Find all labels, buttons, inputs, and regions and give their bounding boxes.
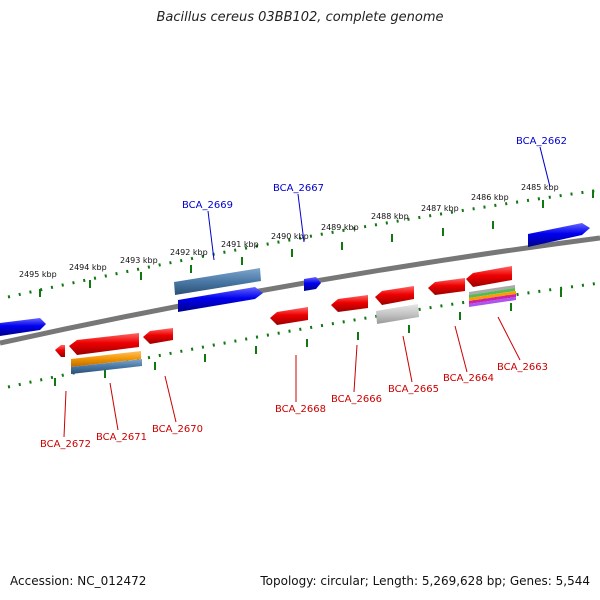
feature-bar-gray[interactable] <box>376 304 419 324</box>
gene-label-bca-2669[interactable]: BCA_2669 <box>182 200 233 211</box>
reverse-gene-labels: BCA_2672 BCA_2671 BCA_2670 BCA_2668 BCA_… <box>40 362 548 450</box>
gene-arrow-left-edge[interactable] <box>0 318 46 336</box>
gene-label-bca-2663[interactable]: BCA_2663 <box>497 362 548 373</box>
scale-label: 2492 kbp <box>170 248 208 257</box>
scale-label: 2495 kbp <box>19 270 57 279</box>
gene-label-bca-2664[interactable]: BCA_2664 <box>443 373 494 384</box>
map-title: Bacillus cereus 03BB102, complete genome <box>156 10 444 25</box>
scale-label: 2486 kbp <box>471 193 509 202</box>
scale-label: 2485 kbp <box>521 183 559 192</box>
feature-bar-steel[interactable] <box>71 359 142 374</box>
scale-label: 2488 kbp <box>371 212 409 221</box>
gene-arrow-bca-2668[interactable] <box>270 307 308 325</box>
accession-text: Accession: NC_012472 <box>10 574 147 588</box>
genome-summary-text: Topology: circular; Length: 5,269,628 bp… <box>260 574 590 588</box>
gene-arrow-bca-2664[interactable] <box>428 278 465 295</box>
gene-label-bca-2668[interactable]: BCA_2668 <box>275 404 326 415</box>
gene-label-bca-2671[interactable]: BCA_2671 <box>96 432 147 443</box>
gene-label-bca-2666[interactable]: BCA_2666 <box>331 394 382 405</box>
label-leaders <box>63 146 551 438</box>
scale-label: 2490 kbp <box>271 232 309 241</box>
upper-major-ticks <box>39 190 594 297</box>
feature-bar-forward[interactable] <box>174 268 261 295</box>
gene-arrow-bca-2666[interactable] <box>331 295 368 312</box>
gene-label-bca-2665[interactable]: BCA_2665 <box>388 384 439 395</box>
scale-labels: 2495 kbp 2494 kbp 2493 kbp 2492 kbp 2491… <box>19 183 559 279</box>
gene-arrow-bca-2665[interactable] <box>375 286 414 305</box>
scale-label: 2489 kbp <box>321 223 359 232</box>
reverse-feature-bars <box>71 285 516 374</box>
scale-label: 2493 kbp <box>120 256 158 265</box>
scale-label: 2487 kbp <box>421 204 459 213</box>
scale-label: 2491 kbp <box>221 240 259 249</box>
genome-backbone <box>0 235 600 346</box>
forward-gene-labels: BCA_2669 BCA_2667 BCA_2662 <box>182 136 567 211</box>
scale-label: 2494 kbp <box>69 263 107 272</box>
gene-arrow-bca-2671[interactable] <box>69 333 139 355</box>
feature-bar-orange[interactable] <box>71 351 141 367</box>
gene-label-bca-2667[interactable]: BCA_2667 <box>273 183 324 194</box>
gene-label-bca-2662[interactable]: BCA_2662 <box>516 136 567 147</box>
forward-genes <box>0 223 590 336</box>
gene-arrow-bca-2667[interactable] <box>304 277 321 291</box>
upper-tick-track <box>7 188 600 299</box>
gene-arrow-bca-2663[interactable] <box>466 266 512 287</box>
gene-arrow-bca-2662[interactable] <box>528 223 590 247</box>
gene-label-bca-2672[interactable]: BCA_2672 <box>40 439 91 450</box>
reverse-genes <box>55 266 512 357</box>
gene-arrow-bca-2672[interactable] <box>55 345 65 357</box>
gene-label-bca-2670[interactable]: BCA_2670 <box>152 424 203 435</box>
feature-stack-multicolor[interactable] <box>469 285 516 307</box>
gene-arrow-bca-2669[interactable] <box>178 287 263 312</box>
gene-arrow-bca-2670[interactable] <box>143 328 173 344</box>
lower-major-ticks <box>54 289 562 386</box>
